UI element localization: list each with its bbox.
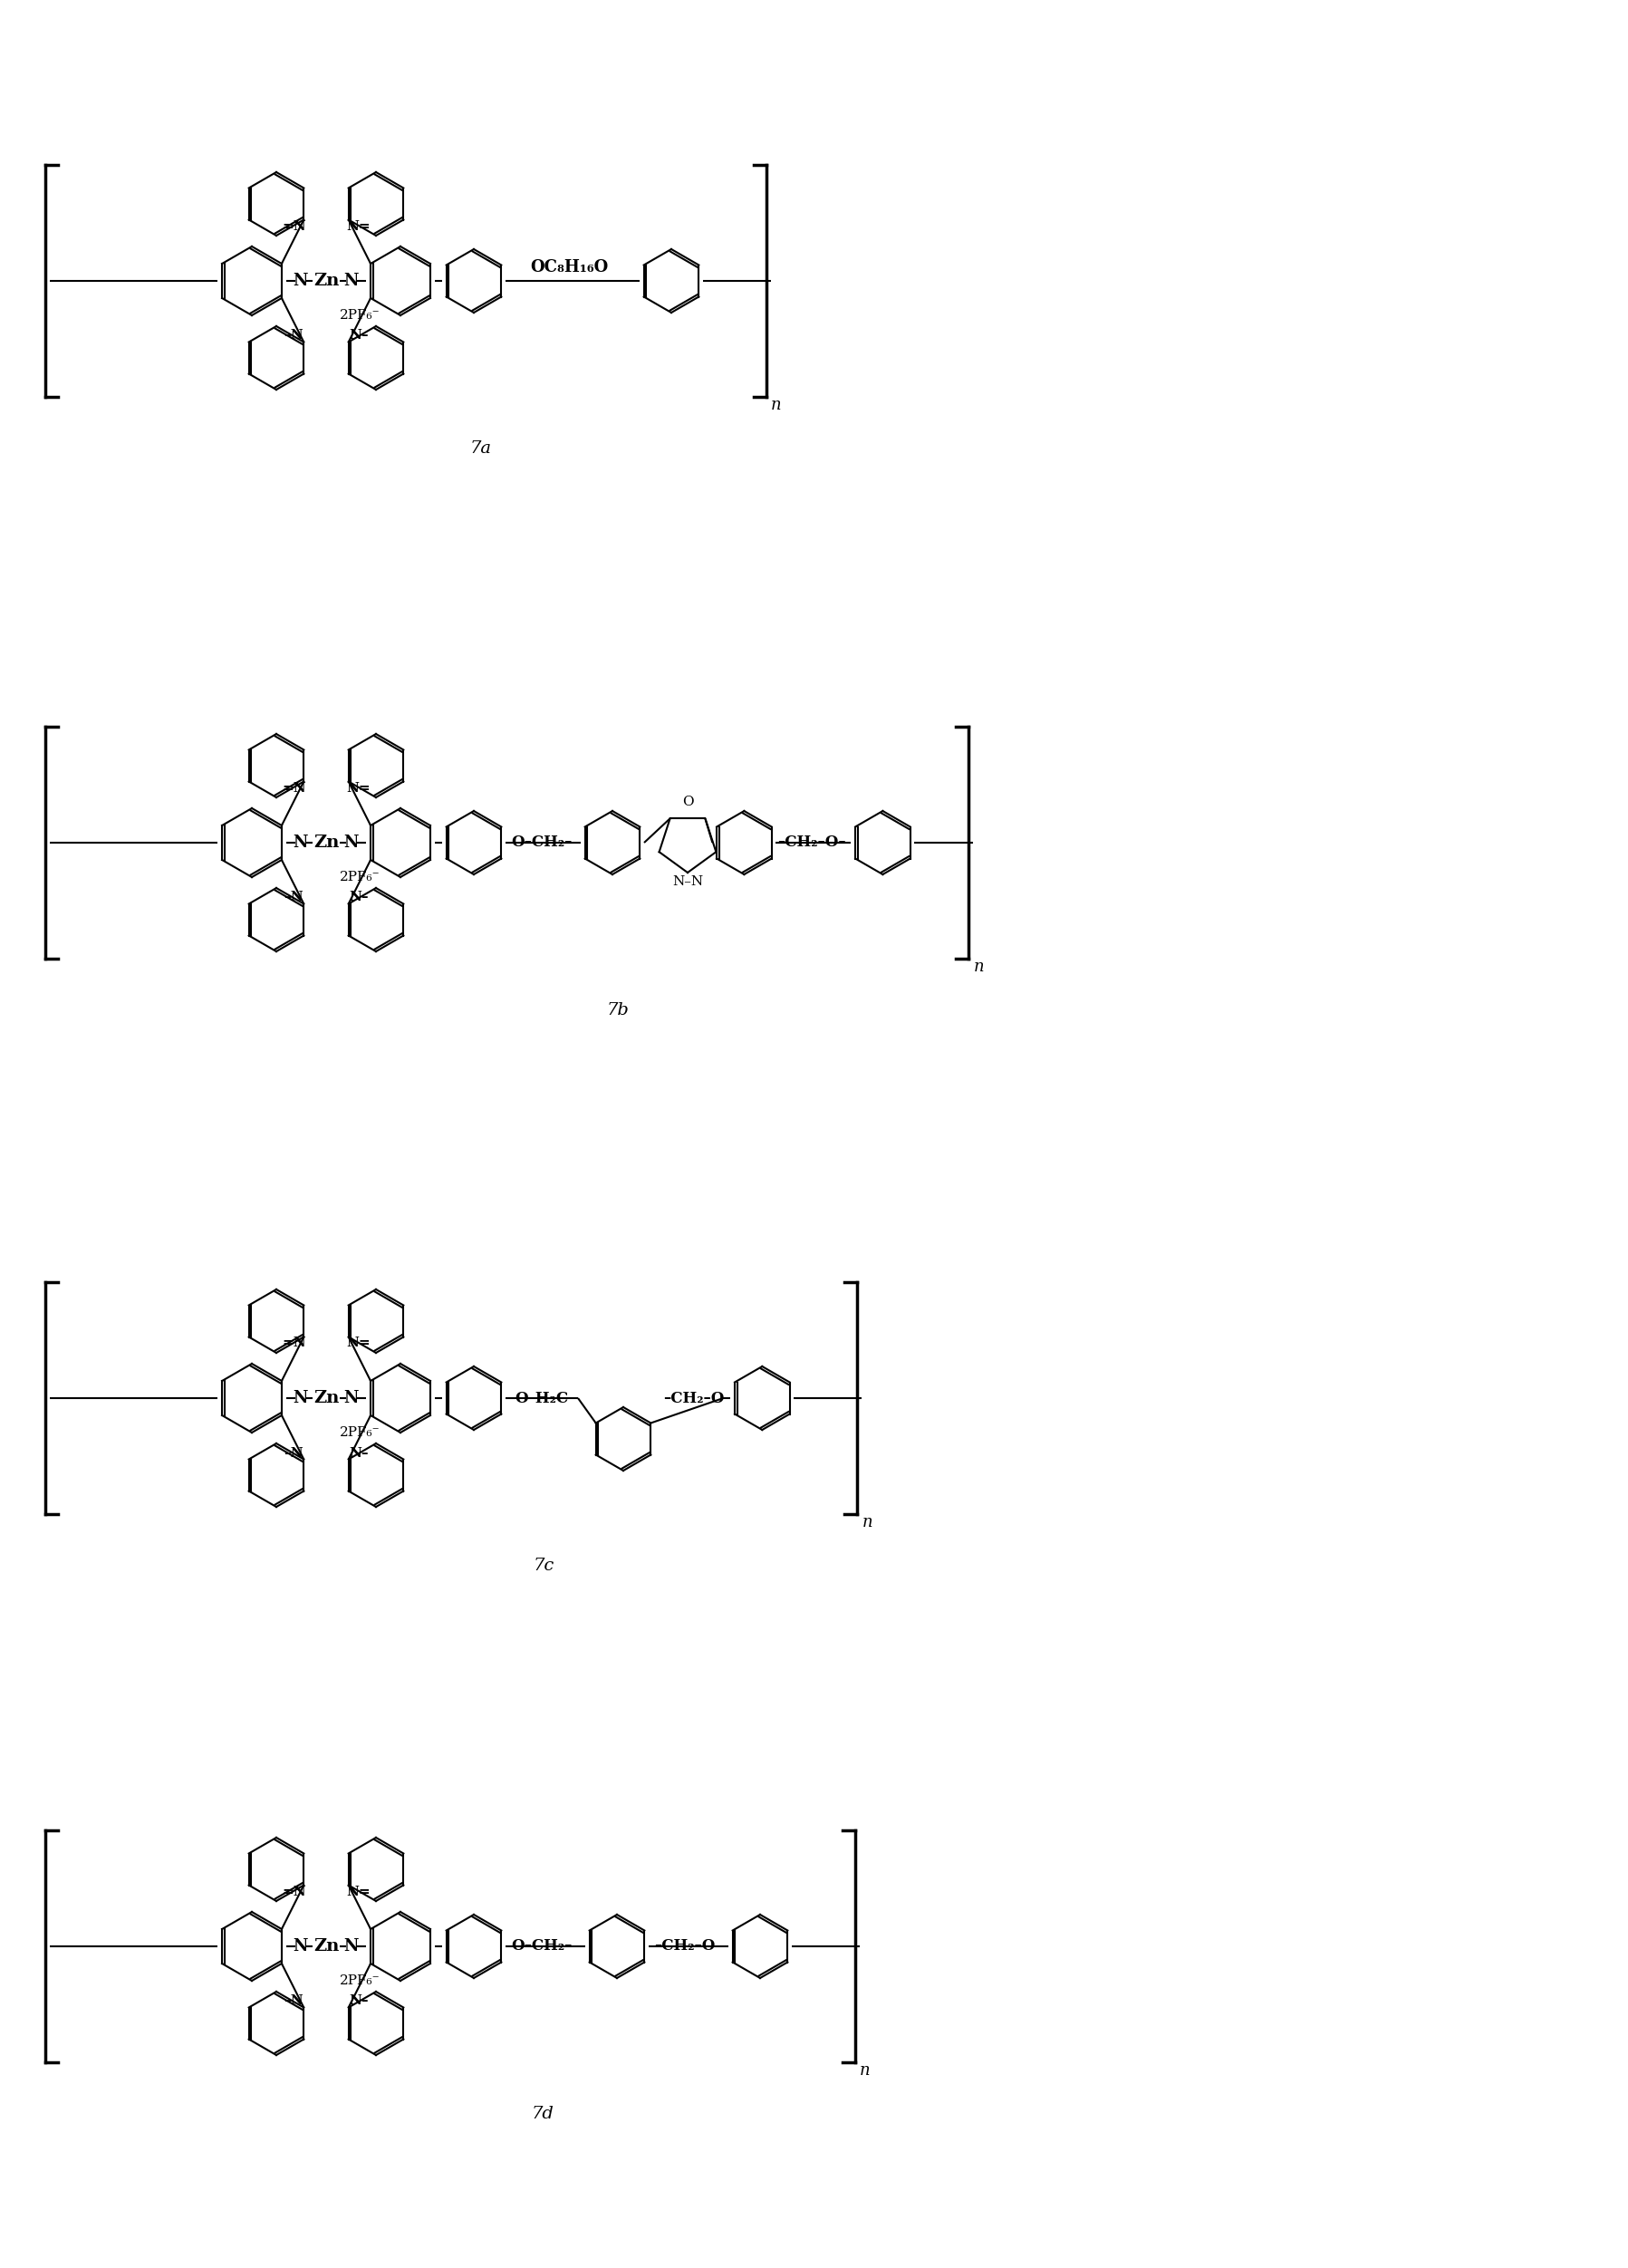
Text: O–CH₂–: O–CH₂– bbox=[511, 835, 571, 850]
Text: Zn: Zn bbox=[313, 835, 339, 850]
Text: n: n bbox=[974, 959, 983, 975]
Text: 7a: 7a bbox=[470, 440, 492, 456]
Text: N: N bbox=[344, 1939, 360, 1955]
Text: N–: N– bbox=[348, 1447, 368, 1458]
Text: N–: N– bbox=[348, 329, 368, 342]
Text: N: N bbox=[344, 1390, 360, 1406]
Text: N=: N= bbox=[347, 220, 371, 231]
Text: 2PF₆⁻: 2PF₆⁻ bbox=[340, 871, 381, 885]
Text: 7c: 7c bbox=[534, 1558, 555, 1574]
Text: n: n bbox=[772, 397, 781, 413]
Text: 7b: 7b bbox=[607, 1002, 630, 1018]
Text: –CH₂–O: –CH₂–O bbox=[664, 1390, 724, 1406]
Text: N=: N= bbox=[347, 782, 371, 794]
Text: N: N bbox=[344, 272, 360, 288]
Text: –N: –N bbox=[283, 1447, 303, 1458]
Text: 7d: 7d bbox=[532, 2105, 555, 2123]
Text: O–CH₂–: O–CH₂– bbox=[511, 1939, 573, 1955]
Text: –N: –N bbox=[283, 1996, 303, 2007]
Text: 2PF₆⁻: 2PF₆⁻ bbox=[340, 1975, 381, 1987]
Text: N: N bbox=[293, 835, 308, 850]
Text: N–: N– bbox=[348, 1996, 368, 2007]
Text: 2PF₆⁻: 2PF₆⁻ bbox=[340, 1427, 381, 1440]
Text: Zn: Zn bbox=[313, 1939, 339, 1955]
Text: N–: N– bbox=[348, 891, 368, 905]
Text: N=: N= bbox=[347, 1885, 371, 1898]
Text: –CH₂–O: –CH₂–O bbox=[654, 1939, 715, 1955]
Text: n: n bbox=[861, 1515, 873, 1531]
Text: –N: –N bbox=[283, 329, 303, 342]
Text: =N: =N bbox=[282, 1885, 306, 1898]
Text: N=: N= bbox=[347, 1336, 371, 1349]
Text: n: n bbox=[860, 2062, 871, 2080]
Text: N: N bbox=[293, 1390, 308, 1406]
Text: O: O bbox=[682, 796, 694, 807]
Text: =N: =N bbox=[282, 1336, 306, 1349]
Text: O–H₂C: O–H₂C bbox=[514, 1390, 568, 1406]
Text: –N: –N bbox=[283, 891, 303, 905]
Text: =N: =N bbox=[282, 782, 306, 794]
Text: N: N bbox=[293, 1939, 308, 1955]
Text: OC₈H₁₆O: OC₈H₁₆O bbox=[529, 259, 607, 274]
Text: –CH₂–O–: –CH₂–O– bbox=[778, 835, 847, 850]
Text: Zn: Zn bbox=[313, 1390, 339, 1406]
Text: 2PF₆⁻: 2PF₆⁻ bbox=[340, 308, 381, 322]
Text: N–N: N–N bbox=[672, 875, 703, 889]
Text: =N: =N bbox=[282, 220, 306, 231]
Text: N: N bbox=[293, 272, 308, 288]
Text: Zn: Zn bbox=[313, 272, 339, 288]
Text: N: N bbox=[344, 835, 360, 850]
